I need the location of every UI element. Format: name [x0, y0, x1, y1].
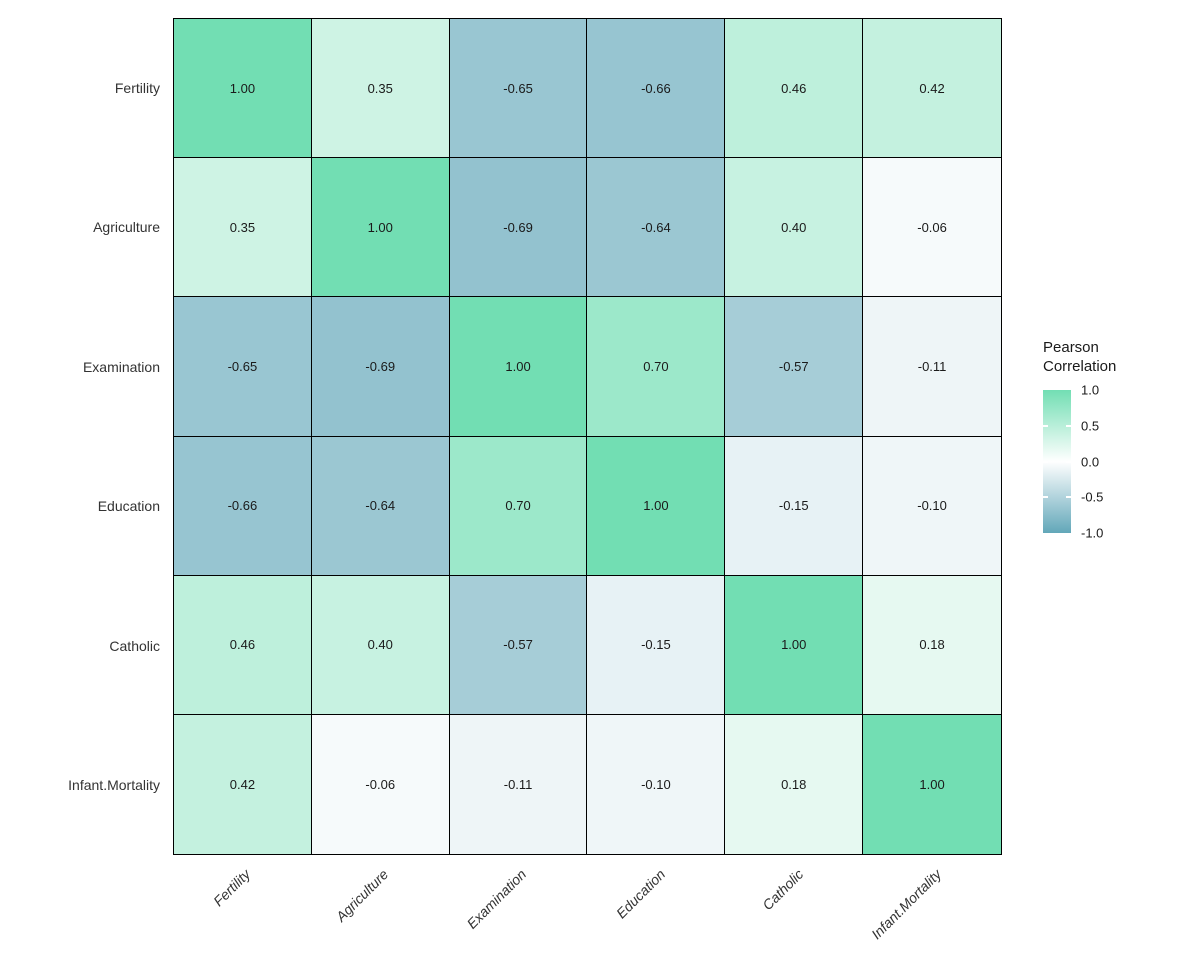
colorbar-tick-mark [1043, 496, 1048, 499]
colorbar-tick-mark [1043, 460, 1048, 463]
legend-tick-label: -0.5 [1081, 489, 1104, 505]
heatmap-cell-Education-Education: 1.00 [587, 436, 726, 576]
heatmap-cell-Education-Infant.Mortality: -0.10 [863, 436, 1001, 576]
heatmap-cell-Agriculture-Fertility: 0.35 [174, 158, 312, 298]
heatmap-cell-Agriculture-Catholic: 0.40 [725, 158, 864, 298]
heatmap-cell-Infant.Mortality-Catholic: 0.18 [725, 714, 864, 854]
heatmap-cell-Fertility-Agriculture: 0.35 [311, 19, 450, 159]
heatmap-cell-Catholic-Infant.Mortality: 0.18 [863, 575, 1001, 715]
heatmap-cell-Education-Agriculture: -0.64 [311, 436, 450, 576]
heatmap-grid: 1.00 0.35 -0.65 -0.66 0.46 0.42 0.35 1.00 -0.69-… [173, 18, 1002, 855]
x-axis-label: Examination [463, 866, 530, 932]
heatmap-cell-Education-Examination: 0.70 [449, 436, 588, 576]
heatmap-cell-Education-Fertility: -0.66 [174, 436, 312, 576]
heatmap-cell-Examination-Catholic: -0.57 [725, 297, 864, 437]
y-axis-label: Fertility [114, 79, 160, 96]
heatmap-cell-Examination-Infant.Mortality: -0.11 [863, 297, 1001, 437]
heatmap-cell-Catholic-Fertility: 0.46 [174, 575, 312, 715]
x-axis-label: Education [612, 866, 668, 922]
heatmap-cell-Catholic-Examination: -0.57 [449, 575, 588, 715]
legend-title: Pearson Correlation [1043, 338, 1116, 376]
heatmap-cell-Infant.Mortality-Education: -0.10 [587, 714, 726, 854]
legend-title-line2: Correlation [1043, 358, 1117, 375]
legend-tick-label: 0.0 [1081, 454, 1100, 469]
heatmap-cell-Agriculture-Infant.Mortality: -0.06 [863, 158, 1001, 298]
heatmap-cell-Examination-Agriculture: -0.69 [311, 297, 450, 437]
heatmap-cell-Examination-Examination: 1.00 [449, 297, 588, 437]
heatmap-cell-Fertility-Examination: -0.65 [449, 19, 588, 159]
heatmap-cell-Fertility-Infant.Mortality: 0.42 [863, 19, 1001, 159]
heatmap-cell-Fertility-Fertility: 1.00 [174, 19, 312, 159]
y-axis-label: Examination [82, 358, 160, 375]
colorbar-tick-mark [1043, 424, 1048, 427]
colorbar-tick-mark [1066, 424, 1071, 427]
heatmap-cell-Agriculture-Agriculture: 1.00 [311, 158, 450, 298]
x-axis-label: Infant.Mortality [867, 866, 945, 943]
heatmap-cell-Agriculture-Education: -0.64 [587, 158, 726, 298]
y-axis-label: Agriculture [93, 219, 160, 236]
heatmap-cell-Examination-Education: 0.70 [587, 297, 726, 437]
legend-colorbar [1043, 390, 1071, 533]
y-axis-label: Education [97, 498, 160, 515]
colorbar-tick-mark [1066, 460, 1071, 463]
x-axis-label: Catholic [758, 866, 807, 914]
heatmap-cell-Education-Catholic: -0.15 [725, 436, 864, 576]
heatmap-cell-Infant.Mortality-Infant.Mortality: 1.00 [863, 714, 1001, 854]
legend-title-line1: Pearson [1043, 339, 1099, 356]
heatmap-cell-Infant.Mortality-Fertility: 0.42 [174, 714, 312, 854]
legend-tick-label: 0.5 [1081, 418, 1100, 434]
x-axis-label: Agriculture [332, 866, 392, 925]
heatmap-cell-Catholic-Agriculture: 0.40 [311, 575, 450, 715]
legend-tick-label: 1.0 [1081, 382, 1100, 398]
heatmap-cell-Agriculture-Examination: -0.69 [449, 158, 588, 298]
colorbar-tick-mark [1066, 496, 1071, 499]
heatmap-cell-Catholic-Education: -0.15 [587, 575, 726, 715]
x-axis-label: Fertility [210, 866, 254, 910]
heatmap-cell-Fertility-Education: -0.66 [587, 19, 726, 159]
heatmap-cell-Fertility-Catholic: 0.46 [725, 19, 864, 159]
heatmap-cell-Catholic-Catholic: 1.00 [725, 575, 864, 715]
legend-tick-label: -1.0 [1081, 525, 1104, 541]
heatmap-cell-Infant.Mortality-Examination: -0.11 [449, 714, 588, 854]
heatmap-cell-Examination-Fertility: -0.65 [174, 297, 312, 437]
y-axis-label: Catholic [109, 637, 160, 654]
heatmap-cell-Infant.Mortality-Agriculture: -0.06 [311, 714, 450, 854]
y-axis-label: Infant.Mortality [68, 777, 160, 794]
